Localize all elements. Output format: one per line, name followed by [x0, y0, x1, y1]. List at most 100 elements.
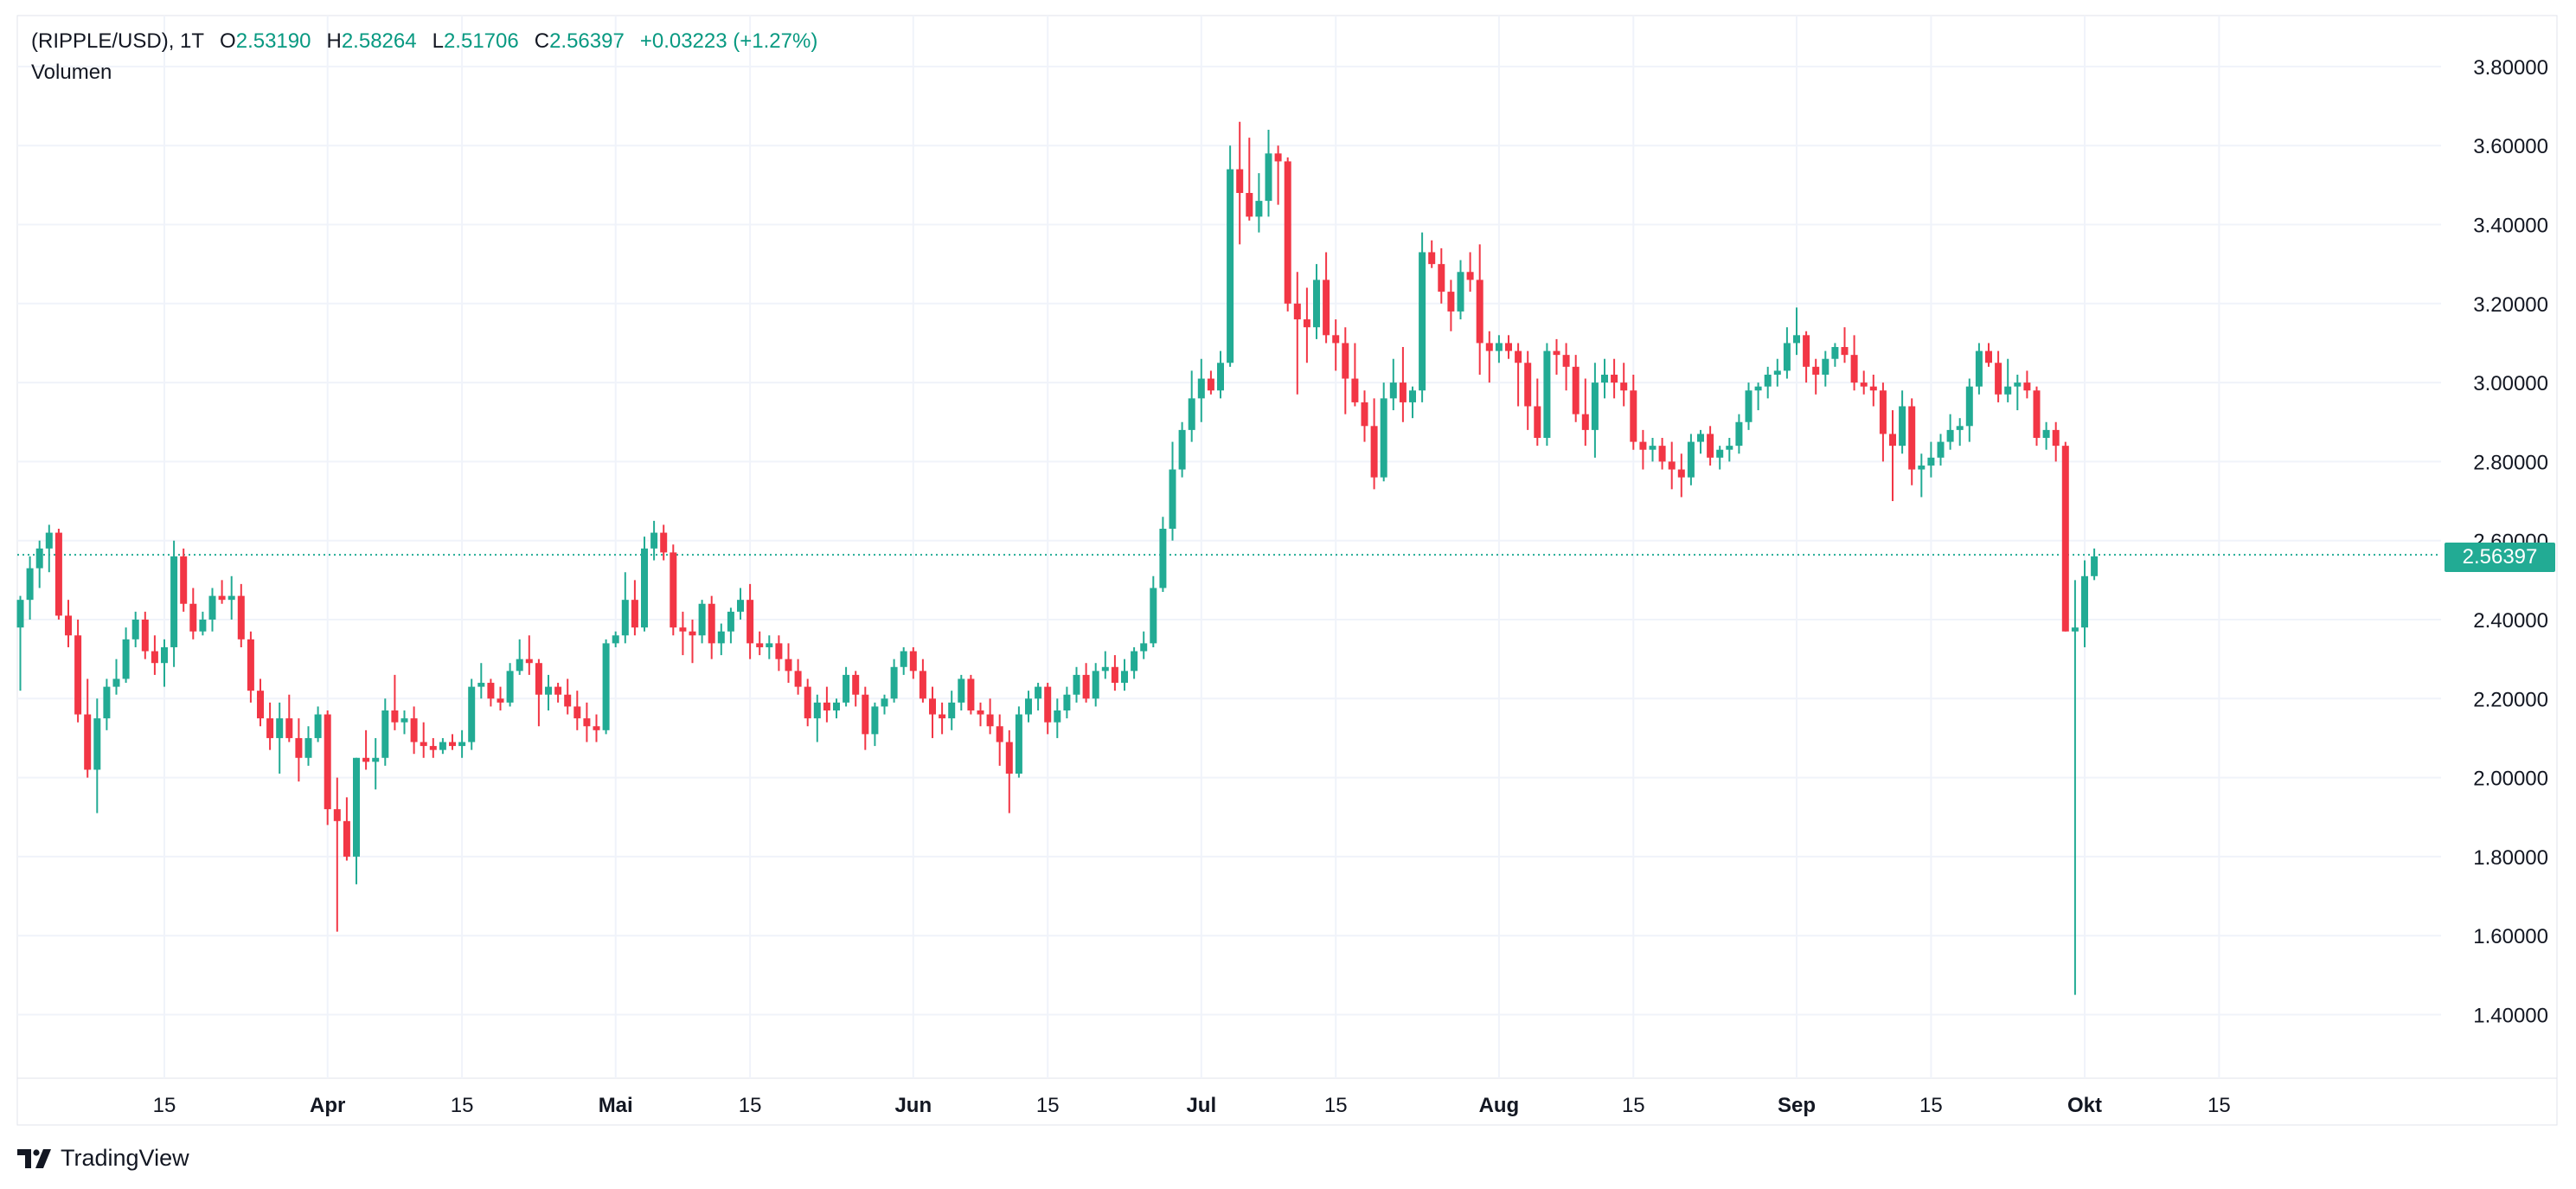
candle-body	[977, 710, 984, 715]
candle-down	[1476, 244, 1483, 375]
candle-down	[708, 595, 715, 659]
candle-body	[112, 678, 120, 687]
candle-up	[766, 635, 773, 659]
candle-down	[497, 686, 504, 710]
candle-down	[1274, 145, 1282, 205]
candle-body	[1611, 374, 1618, 383]
candle-up	[1927, 441, 1935, 478]
candle-down	[775, 635, 783, 672]
candle-down	[1323, 252, 1330, 344]
candle-body	[180, 556, 188, 604]
candle-up	[1965, 378, 1973, 442]
candle-up	[1495, 335, 1503, 363]
candle-body	[2023, 382, 2031, 391]
candle-up	[717, 623, 725, 656]
candle-up	[458, 729, 466, 758]
candle-body	[93, 718, 101, 770]
candle-up	[1025, 691, 1032, 723]
x-tick-label: Apr	[310, 1094, 345, 1117]
candle-down	[1889, 410, 1896, 502]
candle-body	[468, 686, 476, 742]
candle-body	[1889, 434, 1896, 447]
candle-up	[650, 520, 658, 561]
candle-down	[679, 611, 687, 656]
candle-down	[564, 678, 572, 715]
y-tick-label: 2.40000	[2473, 609, 2548, 633]
candle-body	[804, 686, 811, 719]
candle-up	[1773, 358, 1781, 387]
candle-body	[1639, 441, 1647, 450]
candle-up	[1735, 414, 1743, 454]
candle-down	[151, 635, 158, 675]
y-tick-label: 3.00000	[2473, 372, 2548, 395]
candle-up	[26, 556, 34, 620]
candle-body	[1534, 406, 1541, 439]
candle-up	[2071, 580, 2079, 995]
candle-body	[1812, 366, 1820, 375]
candle-down	[554, 683, 562, 703]
candle-down	[1505, 335, 1512, 359]
candle-down	[1293, 272, 1301, 395]
time-axis[interactable]: 15 Apr 15 Mai 15 Jun 15 Jul 15 Aug 15 Sep 15 Okt 15	[153, 1094, 2231, 1117]
candle-body	[1419, 252, 1426, 391]
candle-body	[1015, 714, 1022, 774]
x-tick-label: 15	[1622, 1094, 1645, 1117]
candle-body	[324, 714, 331, 810]
candle-down	[967, 674, 975, 715]
candle-body	[1178, 429, 1186, 470]
candle-body	[16, 600, 24, 628]
candle-up	[1687, 434, 1695, 485]
candle-body	[1111, 666, 1118, 684]
candle-body	[641, 548, 648, 628]
close-label: C	[534, 29, 550, 53]
candle-body	[1082, 674, 1090, 699]
candle-body	[1332, 335, 1340, 344]
candle-body	[122, 639, 130, 679]
candle-up	[1419, 232, 1426, 402]
candle-body	[285, 718, 293, 738]
candle-down	[2023, 370, 2031, 399]
candle-body	[919, 671, 926, 699]
candle-body	[996, 726, 1003, 742]
candle-body	[785, 659, 792, 672]
candle-down	[1620, 363, 1628, 407]
candle-up	[1409, 386, 1416, 419]
candle-down	[1284, 157, 1291, 312]
candle-up	[1131, 646, 1138, 679]
candle-up	[900, 646, 907, 675]
candle-body	[103, 686, 111, 719]
candle-body	[612, 635, 619, 644]
candle-down	[1581, 378, 1589, 447]
candle-body	[929, 698, 936, 715]
candle-body	[708, 603, 715, 644]
candle-up	[170, 540, 178, 667]
candle-up	[468, 678, 476, 750]
candle-body	[420, 742, 427, 747]
candle-up	[2014, 374, 2022, 411]
candle-body	[1649, 446, 1656, 450]
candle-body	[1707, 434, 1714, 458]
price-axis[interactable]: 1.40000 1.60000 1.80000 2.00000 2.20000 2.400…	[2473, 56, 2548, 1028]
candle-down	[65, 600, 72, 647]
candle-body	[1591, 382, 1599, 430]
candle-body	[1063, 694, 1071, 710]
candle-down	[1438, 247, 1445, 304]
y-tick-label: 1.40000	[2473, 1005, 2548, 1028]
candle-up	[727, 607, 734, 644]
candle-up	[1793, 307, 1800, 356]
candle-down	[1850, 335, 1858, 391]
candle-down	[862, 686, 869, 750]
tradingview-logo[interactable]: TradingView	[17, 1145, 189, 1172]
candle-body	[208, 595, 216, 620]
candle-body	[1687, 441, 1695, 478]
candle-up	[1197, 358, 1205, 422]
candle-up	[1783, 327, 1791, 379]
candle-body	[1351, 378, 1359, 402]
candle-up	[353, 757, 360, 884]
candle-body	[1447, 292, 1455, 312]
x-tick-label: Jul	[1186, 1094, 1216, 1117]
candle-body	[717, 631, 725, 644]
candle-down	[1111, 655, 1118, 691]
candle-body	[756, 643, 764, 647]
